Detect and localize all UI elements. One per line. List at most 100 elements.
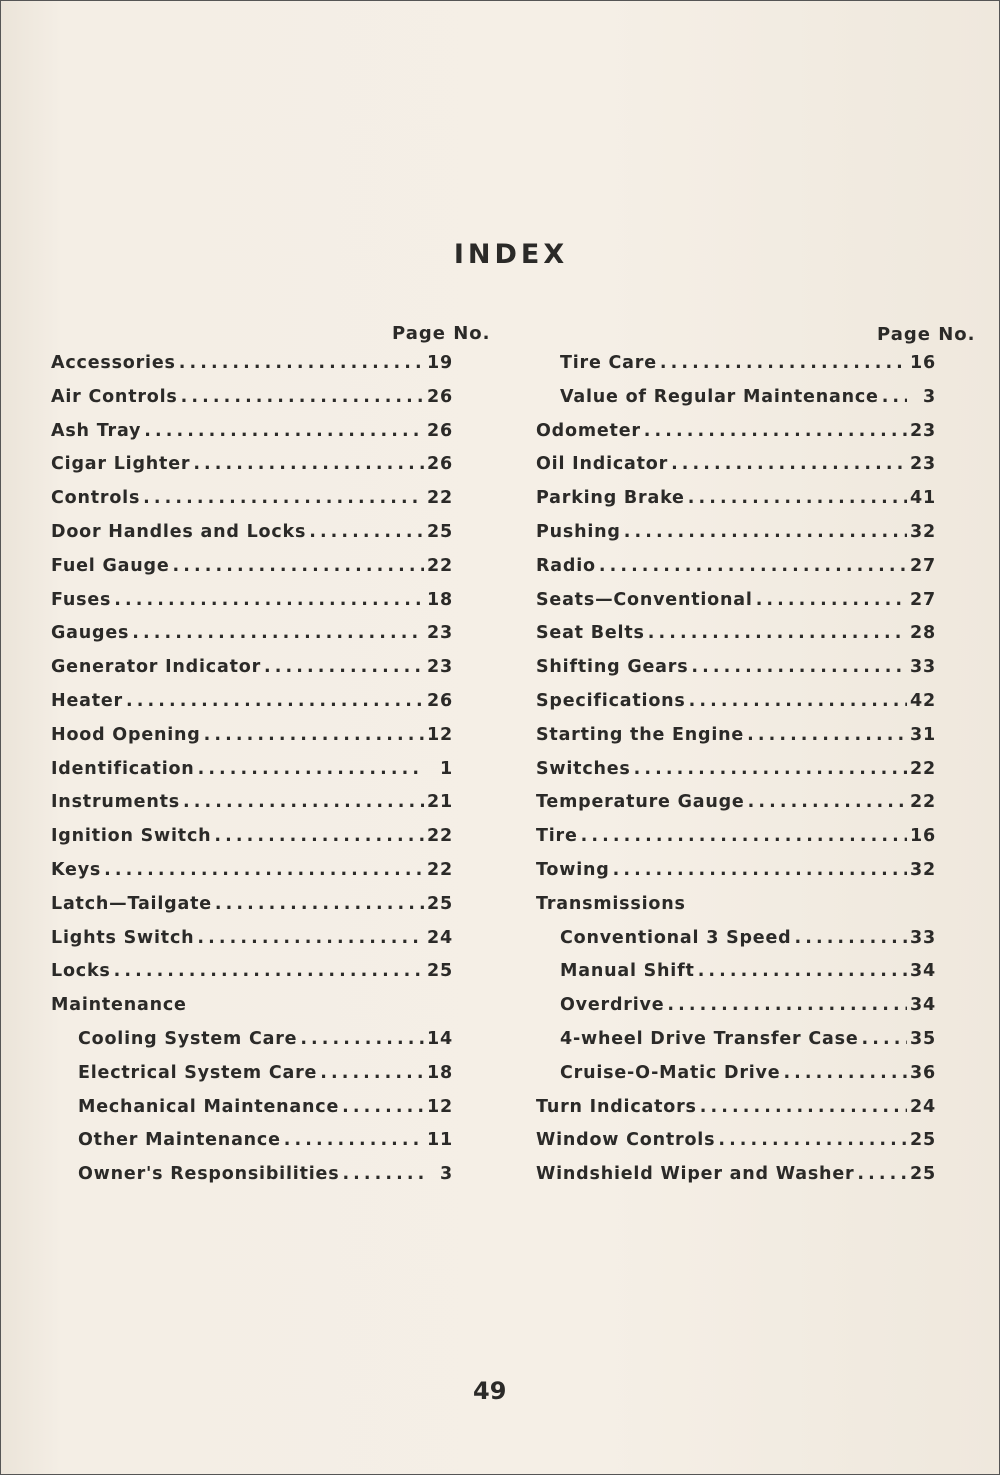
entry-page: 23 (910, 420, 936, 441)
entry-page: 18 (427, 1062, 453, 1083)
entry-label: Seats—Conventional (536, 589, 753, 610)
index-entry: Starting the Engine 31 (536, 725, 936, 759)
index-column-left: Accessories 19 Air Controls 26 Ash Tray26Cig… (51, 353, 453, 1198)
index-entry: Specifications 42 (536, 691, 936, 725)
entry-label: Heater (51, 690, 123, 711)
dot-leader (309, 522, 424, 542)
dot-leader (204, 725, 424, 745)
entry-page: 12 (427, 1096, 453, 1117)
dot-leader (193, 454, 424, 474)
index-entry: Overdrive 34 (536, 995, 936, 1029)
entry-page: 35 (910, 1028, 936, 1049)
entry-page: 22 (427, 826, 453, 847)
dot-leader (342, 1164, 424, 1184)
dot-leader (613, 860, 907, 880)
dot-leader (700, 1097, 907, 1117)
entry-page: 11 (427, 1130, 453, 1151)
index-entry: Identification 1 (51, 759, 453, 793)
entry-page: 27 (910, 589, 936, 610)
entry-page: 41 (910, 488, 936, 509)
index-entry: Cigar Lighter 26 (51, 454, 453, 488)
entry-label: Cooling System Care (78, 1028, 298, 1049)
dot-leader (660, 353, 907, 373)
entry-label: Ignition Switch (51, 826, 212, 847)
entry-label: Other Maintenance (78, 1130, 281, 1151)
entry-page: 22 (427, 488, 453, 509)
entry-label: Hood Opening (51, 724, 201, 745)
dot-leader (756, 590, 907, 610)
index-entry: Seats—Conventional 27 (536, 590, 936, 624)
entry-page: 25 (910, 1130, 936, 1151)
entry-label: Latch—Tailgate (51, 893, 212, 914)
entry-page: 31 (910, 724, 936, 745)
index-entry: Owner's Responsibilities 3 (51, 1164, 453, 1198)
entry-page: 14 (427, 1028, 453, 1049)
entry-label: Cruise-O-Matic Drive (560, 1062, 781, 1083)
entry-page: 28 (910, 623, 936, 644)
entry-page: 12 (427, 724, 453, 745)
entry-label: Turn Indicators (536, 1096, 697, 1117)
entry-label: Cigar Lighter (51, 454, 191, 475)
entry-page: 23 (427, 657, 453, 678)
entry-page: 22 (910, 758, 936, 779)
index-entry: Locks 25 (51, 961, 453, 995)
index-entry: Controls 22 (51, 488, 453, 522)
index-entry: Instruments 21 (51, 792, 453, 826)
index-entry: Door Handles and Locks 25 (51, 522, 453, 556)
index-entry: Manual Shift 34 (536, 961, 936, 995)
entry-label: Instruments (51, 792, 180, 813)
dot-leader (173, 556, 424, 576)
dot-leader (342, 1097, 424, 1117)
dot-leader (114, 961, 424, 981)
dot-leader (689, 691, 907, 711)
entry-page: 27 (910, 555, 936, 576)
entry-page: 25 (427, 961, 453, 982)
index-entry: Tire Care 16 (536, 353, 936, 387)
dot-leader (671, 454, 907, 474)
entry-page: 25 (910, 1164, 936, 1185)
dot-leader (143, 488, 424, 508)
dot-leader (882, 387, 907, 407)
entry-label: Switches (536, 758, 631, 779)
dot-leader (599, 556, 907, 576)
dot-leader (667, 995, 907, 1015)
entry-label: Fuel Gauge (51, 555, 170, 576)
index-entry: Conventional 3 Speed 33 (536, 928, 936, 962)
entry-label: Value of Regular Maintenance (560, 386, 879, 407)
entry-page: 33 (910, 927, 936, 948)
dot-leader (104, 860, 424, 880)
entry-label: Window Controls (536, 1130, 716, 1151)
entry-label: Accessories (51, 353, 176, 373)
dot-leader (179, 353, 424, 373)
dot-leader (144, 421, 424, 441)
index-entry: Window Controls 25 (536, 1130, 936, 1164)
dot-leader (198, 759, 424, 779)
entry-label: Windshield Wiper and Washer (536, 1164, 855, 1185)
index-entry: Windshield Wiper and Washer 25 (536, 1164, 936, 1198)
dot-leader (197, 928, 424, 948)
entry-label: Seat Belts (536, 623, 645, 644)
index-entry: Cooling System Care 14 (51, 1029, 453, 1063)
index-entry: Latch—Tailgate 25 (51, 894, 453, 928)
dot-leader (698, 961, 907, 981)
index-entry: Ash Tray 26 (51, 421, 453, 455)
dot-leader (126, 691, 424, 711)
index-entry: Oil Indicator 23 (536, 454, 936, 488)
index-entry: Parking Brake 41 (536, 488, 936, 522)
entry-page: 3 (923, 386, 936, 407)
entry-label: Owner's Responsibilities (78, 1164, 340, 1185)
entry-page: 18 (427, 589, 453, 610)
entry-label: Fuses (51, 589, 112, 610)
index-entry: Tire 16 (536, 826, 936, 860)
index-entry: Towing 32 (536, 860, 936, 894)
entry-label: Keys (51, 859, 102, 880)
entry-page: 26 (427, 386, 453, 407)
entry-label: Air Controls (51, 386, 178, 407)
dot-leader (183, 792, 424, 812)
entry-page: 34 (910, 961, 936, 982)
entry-label: Shifting Gears (536, 657, 689, 678)
entry-label: Specifications (536, 690, 686, 711)
entry-page: 19 (427, 353, 453, 373)
dot-leader (284, 1130, 424, 1150)
